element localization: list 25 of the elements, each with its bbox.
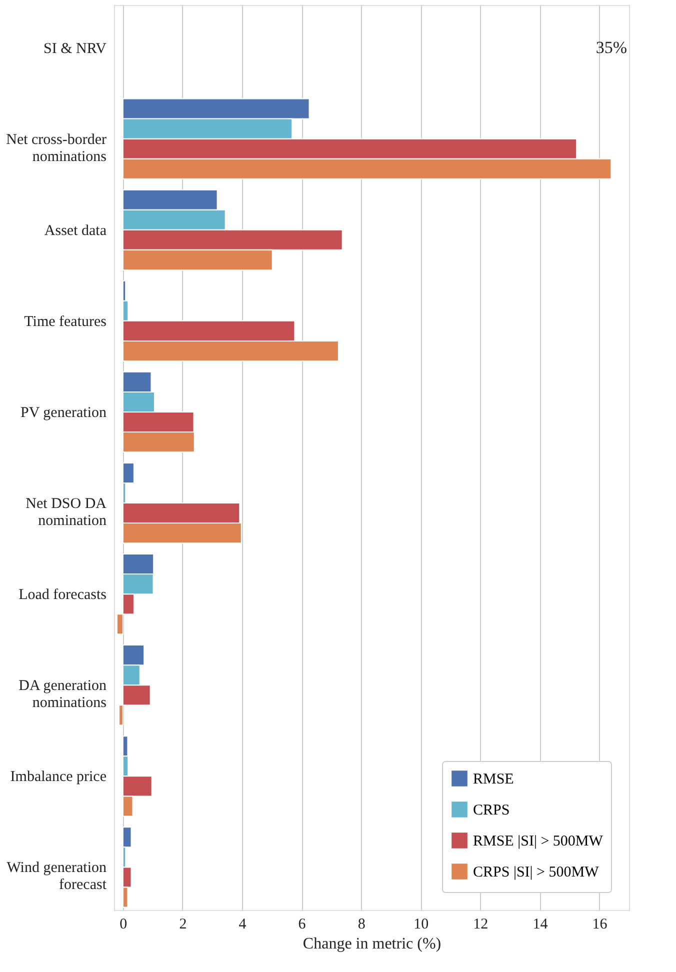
- y-tick-label: Net DSO DA nomination: [26, 496, 107, 530]
- y-tick-label: SI & NRV: [44, 40, 107, 57]
- x-tick-label: 16: [592, 916, 608, 932]
- x-tick-label: 12: [473, 916, 488, 932]
- y-tick-label: DA generation nominations: [18, 678, 107, 712]
- x-tick-label: 10: [414, 916, 429, 932]
- legend-label: RMSE |SI| > 500MW: [473, 834, 604, 850]
- y-tick-label: Net cross-border nominations: [6, 132, 107, 165]
- y-tick-label: Asset data: [44, 222, 107, 239]
- x-tick-label: 6: [298, 916, 306, 932]
- x-tick-label: 14: [532, 916, 548, 932]
- annotation: 35%: [596, 38, 627, 57]
- legend-label: CRPS: [473, 802, 510, 818]
- x-axis-title: Change in metric (%): [302, 936, 442, 952]
- y-tick-label: Wind generation forecast: [6, 860, 108, 894]
- y-tick-label: Time features: [24, 314, 107, 330]
- y-tick-label: Imbalance price: [10, 769, 107, 786]
- y-tick-label: Load forecasts: [18, 587, 107, 604]
- x-tick-label: 4: [238, 916, 247, 932]
- legend-label: CRPS |SI| > 500MW: [473, 864, 600, 880]
- x-tick-label: 0: [120, 916, 128, 932]
- y-tick-label: PV generation: [20, 404, 107, 421]
- legend-label: RMSE: [473, 772, 514, 788]
- x-tick-label: 8: [358, 916, 366, 932]
- x-tick-label: 2: [179, 916, 187, 932]
